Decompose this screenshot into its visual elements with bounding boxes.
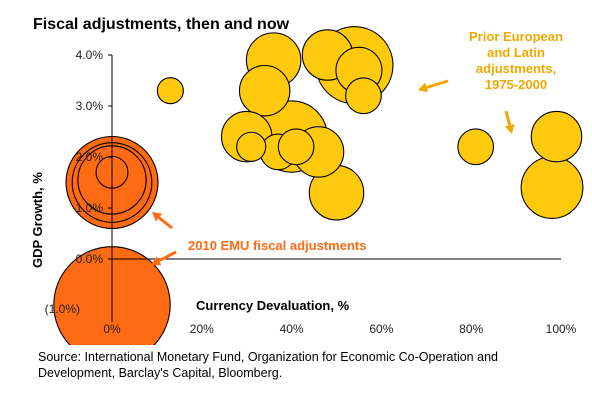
bubble-series0-point6 xyxy=(156,77,184,105)
annotation-line: adjustments, xyxy=(476,61,556,76)
y-tick-label: 0.0% xyxy=(76,252,104,266)
bubble-chart: Fiscal adjustments, then and now (1.0%) 0… xyxy=(30,16,584,345)
chart-title: Fiscal adjustments, then and now xyxy=(33,16,290,33)
x-axis-title: Currency Devaluation, % xyxy=(196,298,350,313)
y-tick-label: 3.0% xyxy=(76,99,104,113)
x-tick-label: 0% xyxy=(103,322,121,336)
y-tick-label: 1.0% xyxy=(76,201,104,215)
tick-labels: (1.0%) 0.0% 1.0% 2.0% 3.0% 4.0% 0% 20% 40% 60% 80%… xyxy=(45,48,577,336)
x-tick-label: 60% xyxy=(369,322,393,336)
arrow xyxy=(151,250,177,266)
y-tick-label: (1.0%) xyxy=(45,302,80,316)
arrow xyxy=(504,110,515,134)
annotation-emu-adjustments: 2010 EMU fiscal adjustments xyxy=(188,238,366,253)
annotation-line: Prior European xyxy=(469,29,563,44)
y-tick-label: 4.0% xyxy=(76,48,104,62)
arrow xyxy=(152,212,173,230)
annotation-line: and Latin xyxy=(487,45,545,60)
annotation-line: 2010 EMU fiscal adjustments xyxy=(188,238,366,253)
y-tick-label: 2.0% xyxy=(76,150,104,164)
annotation-line: 1975-2000 xyxy=(485,77,547,92)
bubble-series0-point11 xyxy=(277,128,315,166)
bubble-layer xyxy=(53,26,584,345)
x-tick-label: 80% xyxy=(459,322,483,336)
bubble-series0-point14 xyxy=(457,128,495,166)
arrow xyxy=(418,79,449,93)
annotation-arrows xyxy=(151,79,515,266)
bubble-series0-point16 xyxy=(520,156,584,220)
x-tick-label: 40% xyxy=(280,322,304,336)
bubble-series0-point15 xyxy=(530,110,583,163)
x-tick-label: 100% xyxy=(546,322,577,336)
bubble-series0-point9 xyxy=(236,131,267,162)
bubble-series0-point5 xyxy=(238,64,291,117)
source-note: Source: International Monetary Fund, Org… xyxy=(38,350,498,380)
y-axis-title: GDP Growth, % xyxy=(30,172,45,268)
x-tick-label: 20% xyxy=(190,322,214,336)
bubble-series0-point4 xyxy=(345,77,382,115)
